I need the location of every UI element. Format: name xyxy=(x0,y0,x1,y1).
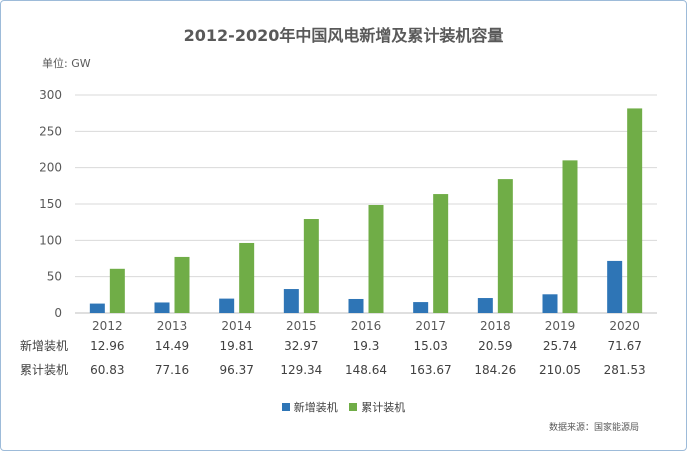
table-cell: 12.96 xyxy=(90,339,124,353)
table-cell: 15.03 xyxy=(413,339,447,353)
bar-new xyxy=(154,302,170,313)
table-cell: 77.16 xyxy=(155,363,189,377)
legend-label-cumulative: 累计装机 xyxy=(361,401,406,414)
legend: 新增装机 累计装机 xyxy=(0,399,687,415)
x-tick-label: 2017 xyxy=(415,319,446,333)
bar-new xyxy=(283,289,299,313)
bar-cumulative xyxy=(368,204,384,313)
bar-new xyxy=(607,260,623,313)
table-cell: 184.26 xyxy=(474,363,516,377)
table-cell: 19.81 xyxy=(219,339,253,353)
bar-new xyxy=(477,298,493,313)
x-tick-label: 2013 xyxy=(157,319,188,333)
table-cell: 32.97 xyxy=(284,339,318,353)
bar-new xyxy=(413,302,429,313)
legend-swatch-cumulative xyxy=(349,403,358,411)
y-tick-label: 50 xyxy=(47,270,62,284)
y-tick-label: 250 xyxy=(39,124,62,138)
bar-cumulative xyxy=(433,194,449,313)
bar-cumulative xyxy=(303,219,319,313)
bar-new xyxy=(542,294,558,313)
bar-cumulative xyxy=(174,256,190,313)
table-cell: 60.83 xyxy=(90,363,124,377)
unit-label: 单位: GW xyxy=(42,57,91,70)
table-cell: 25.74 xyxy=(543,339,577,353)
legend-swatch-new xyxy=(281,403,290,411)
table-cell: 20.59 xyxy=(478,339,512,353)
table-cell: 19.3 xyxy=(353,339,380,353)
x-tick-label: 2019 xyxy=(545,319,576,333)
bar-cumulative xyxy=(239,242,255,313)
y-tick-label: 0 xyxy=(54,306,62,320)
table-row-label: 新增装机 xyxy=(20,338,68,353)
table-cell: 96.37 xyxy=(219,363,253,377)
table-cell: 14.49 xyxy=(155,339,189,353)
bar-new xyxy=(219,298,235,313)
table-cell: 129.34 xyxy=(280,363,322,377)
bar-cumulative xyxy=(109,268,125,313)
bar-new xyxy=(348,298,364,313)
bar-cumulative xyxy=(562,160,578,313)
table-cell: 163.67 xyxy=(410,363,452,377)
x-tick-label: 2018 xyxy=(480,319,511,333)
table-cell: 281.53 xyxy=(604,363,646,377)
legend-item-cumulative: 累计装机 xyxy=(349,399,405,415)
bar-cumulative xyxy=(497,179,513,313)
legend-label-new: 新增装机 xyxy=(293,401,338,414)
chart-title: 2012-2020年中国风电新增及累计装机容量 xyxy=(183,26,504,45)
table-row-label: 累计装机 xyxy=(20,363,68,377)
y-tick-label: 200 xyxy=(39,161,62,175)
x-tick-label: 2020 xyxy=(609,319,640,333)
table-cell: 71.67 xyxy=(607,339,641,353)
legend-item-new: 新增装机 xyxy=(281,399,338,415)
bar-new xyxy=(89,303,105,313)
table-cell: 148.64 xyxy=(345,363,387,377)
x-tick-label: 2015 xyxy=(286,319,317,333)
y-tick-label: 100 xyxy=(39,233,62,247)
x-tick-label: 2016 xyxy=(351,319,382,333)
source-note: 数据来源：国家能源局 xyxy=(548,423,639,433)
y-tick-label: 150 xyxy=(39,197,62,211)
table-cell: 210.05 xyxy=(539,363,581,377)
x-tick-label: 2012 xyxy=(92,319,123,333)
x-tick-label: 2014 xyxy=(221,319,252,333)
bar-cumulative xyxy=(627,108,643,313)
y-tick-label: 300 xyxy=(39,88,62,102)
